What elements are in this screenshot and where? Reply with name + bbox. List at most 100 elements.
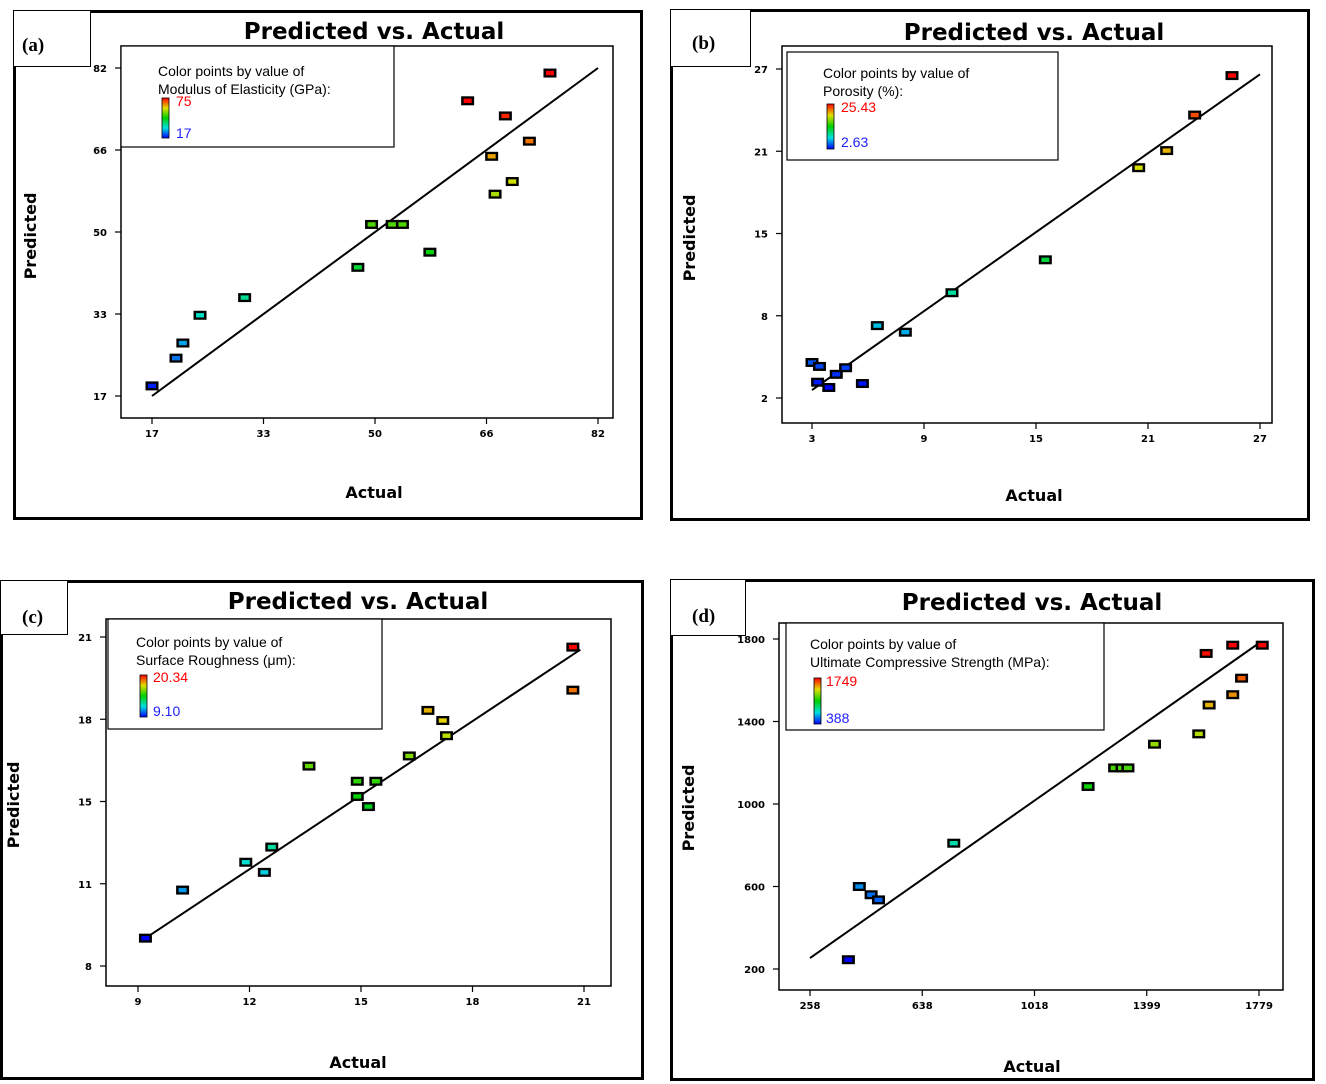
data-point-fill (1202, 651, 1211, 656)
panel-label-box (670, 9, 751, 67)
legend-line-1: Color points by value of (158, 63, 304, 79)
chart-panel-3: (c) Predicted vs. Actual Actual Predicted 9 1… (0, 580, 644, 1080)
data-point-fill (240, 295, 249, 300)
data-point-fill (178, 887, 187, 893)
y-tick-label: 600 (744, 883, 765, 894)
x-axis-label: Actual (345, 483, 402, 502)
data-point-fill (304, 763, 313, 769)
data-point-fill (874, 897, 883, 903)
legend-color-bar (161, 97, 170, 139)
y-tick-label: 8 (761, 312, 768, 323)
data-point-fill (1041, 257, 1050, 263)
x-tick-label: 33 (257, 429, 271, 440)
x-tick-label: 9 (921, 434, 928, 445)
data-point-fill (808, 360, 816, 365)
color-legend: Color points by value of Porosity (%):25.… (786, 51, 1059, 161)
y-tick-label: 50 (93, 228, 107, 239)
y-axis-label: Predicted (679, 765, 698, 852)
color-legend: Color points by value of Ultimate Compres… (785, 622, 1105, 731)
x-tick-label: 1018 (1021, 1001, 1049, 1012)
data-point-fill (367, 222, 376, 227)
x-tick-label: 27 (1253, 434, 1267, 445)
legend-box (785, 622, 1105, 731)
data-point-fill (178, 340, 187, 346)
data-point-fill (491, 191, 500, 197)
x-tick-label: 66 (480, 429, 494, 440)
y-tick-label: 15 (754, 230, 768, 241)
data-point-fill (855, 884, 864, 889)
legend-min-value: 388 (826, 710, 850, 726)
y-tick-label: 82 (93, 64, 107, 75)
data-point-fill (508, 179, 517, 184)
x-axis-label: Actual (329, 1053, 386, 1072)
legend-min-value: 2.63 (841, 134, 868, 150)
data-point-fill (353, 794, 362, 799)
data-point-fill (1084, 784, 1093, 789)
x-tick-label: 15 (354, 997, 368, 1008)
data-point-fill (260, 870, 269, 875)
y-tick-label: 21 (78, 633, 92, 644)
plot-area (781, 45, 1273, 424)
y-tick-label: 18 (78, 715, 92, 726)
y-tick-label: 27 (754, 65, 768, 76)
panel-label: (c) (22, 607, 43, 628)
data-point-fill (353, 265, 362, 270)
fit-line (811, 73, 1261, 391)
data-point-fill (425, 249, 434, 255)
data-point-fill (813, 380, 822, 385)
chart-title: Predicted vs. Actual (244, 19, 504, 45)
data-point-fill (841, 365, 850, 370)
x-axis-label: Actual (1003, 1057, 1060, 1076)
legend-color-bar (826, 103, 835, 150)
y-tick-label: 200 (744, 965, 765, 976)
y-tick-label: 15 (78, 798, 92, 809)
x-tick-label: 17 (145, 429, 159, 440)
data-point-fill (1123, 765, 1132, 771)
data-point-fill (148, 383, 156, 389)
legend-max-value: 75 (176, 93, 192, 109)
data-point-fill (844, 957, 853, 962)
fit-line (809, 642, 1260, 959)
data-point-fill (196, 313, 205, 318)
x-tick-label: 12 (243, 997, 257, 1008)
data-point-fill (438, 718, 447, 723)
legend-min-value: 17 (176, 125, 192, 141)
legend-min-value: 9.10 (153, 703, 180, 719)
chart-title: Predicted vs. Actual (228, 589, 488, 615)
legend-color-bar (139, 674, 148, 718)
y-tick-label: 11 (78, 880, 92, 891)
y-tick-label: 1000 (737, 800, 765, 811)
x-tick-label: 15 (1029, 434, 1043, 445)
data-point-fill (141, 935, 150, 941)
data-point-fill (1228, 692, 1237, 697)
y-tick-label: 1800 (737, 635, 765, 646)
data-point-fill (1205, 702, 1214, 708)
fit-line (151, 67, 599, 397)
chart-panel-1: (a) Predicted vs. Actual Actual Predicted 17… (13, 10, 643, 520)
x-tick-label: 638 (912, 1001, 933, 1012)
color-legend: Color points by value of Modulus of Elast… (120, 45, 395, 148)
y-axis-label: Predicted (4, 762, 23, 849)
data-point-fill (545, 70, 554, 76)
y-axis-label: Predicted (21, 193, 40, 280)
legend-line-1: Color points by value of (810, 636, 956, 652)
x-tick-label: 9 (135, 997, 142, 1008)
x-tick-label: 1779 (1245, 1001, 1273, 1012)
x-tick-label: 21 (577, 997, 591, 1008)
data-point-fill (172, 355, 181, 361)
data-point-fill (241, 860, 250, 865)
data-point-fill (901, 330, 910, 335)
legend-box (107, 618, 383, 730)
x-tick-label: 1399 (1133, 1001, 1161, 1012)
x-tick-label: 18 (466, 997, 480, 1008)
chart-panel-4: (d) Predicted vs. Actual Actual Predicted 25… (670, 579, 1315, 1081)
y-tick-label: 8 (85, 962, 92, 973)
x-tick-label: 258 (800, 1001, 821, 1012)
data-point-fill (1228, 73, 1236, 78)
color-legend: Color points by value of Surface Roughnes… (107, 618, 383, 730)
y-tick-label: 66 (93, 146, 107, 157)
chart-title: Predicted vs. Actual (902, 590, 1162, 616)
panel-label: (b) (692, 33, 715, 54)
data-point-fill (423, 708, 432, 713)
